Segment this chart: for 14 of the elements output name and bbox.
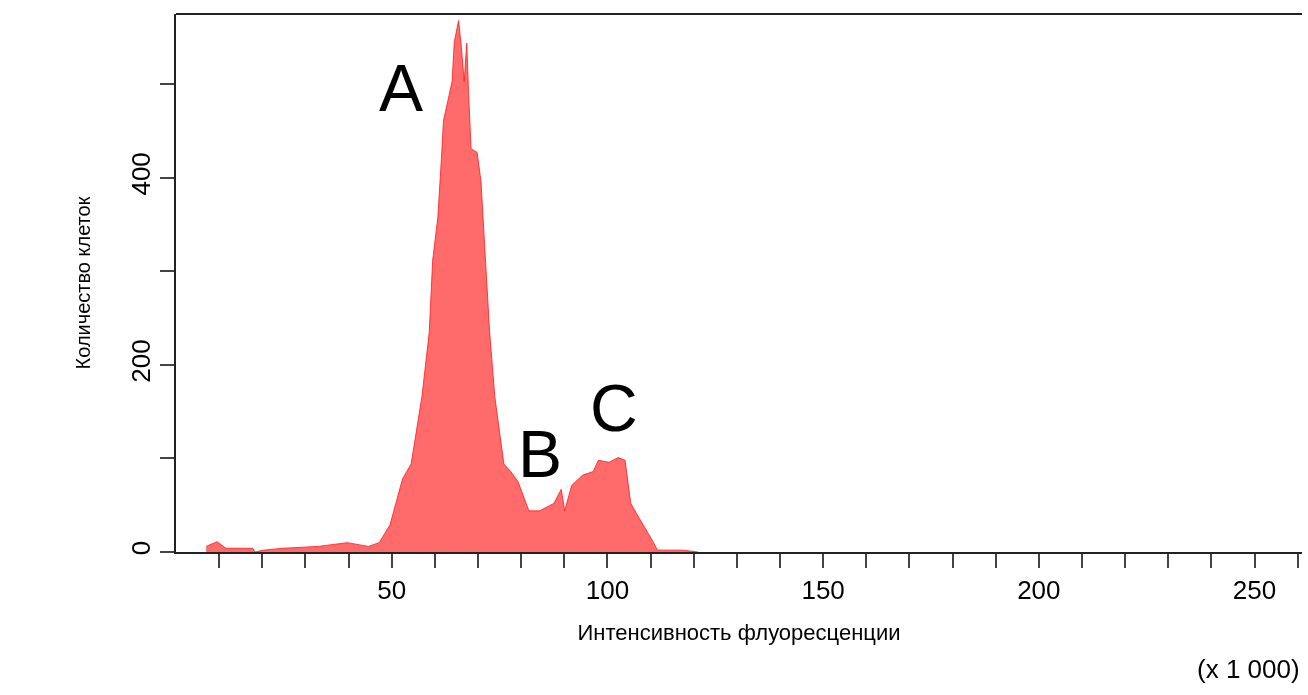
- x-tick-label: 200: [1017, 575, 1061, 606]
- x-tick-label: 250: [1232, 575, 1277, 606]
- x-tick-label: 50: [377, 575, 407, 606]
- y-tick-label: 200: [125, 339, 156, 383]
- annotation: C: [590, 371, 638, 445]
- y-axis-title: Количество клеток: [71, 196, 94, 370]
- y-tick-label: 0: [125, 540, 156, 556]
- text: (x 1 000): [1197, 654, 1300, 684]
- x-axis-title: Интенсивность флуоресценции: [577, 619, 901, 645]
- y-tick-label: 400: [125, 152, 156, 196]
- x-tick-label: 100: [585, 575, 630, 606]
- x-tick-label: 150: [801, 575, 845, 606]
- annotation: B: [518, 417, 563, 491]
- annotation: A: [379, 51, 424, 125]
